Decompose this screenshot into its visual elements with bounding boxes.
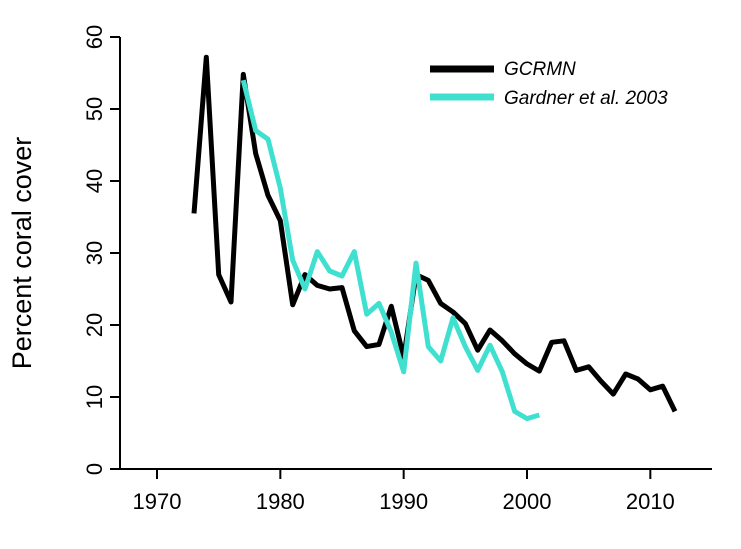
x-tick-label: 2010 (626, 489, 675, 514)
y-tick-label: 30 (82, 241, 107, 265)
legend: GCRMN Gardner et al. 2003 (430, 59, 668, 109)
x-tick-label: 2000 (503, 489, 552, 514)
y-tick-label: 60 (82, 25, 107, 49)
y-axis-title: Percent coral cover (7, 137, 37, 370)
x-axis-ticks: 1970 1980 1990 2000 2010 (133, 469, 675, 514)
x-tick-label: 1980 (256, 489, 305, 514)
y-tick-label: 50 (82, 97, 107, 121)
x-tick-label: 1990 (379, 489, 428, 514)
y-tick-label: 0 (82, 463, 107, 475)
y-axis-ticks: 0 10 20 30 40 50 60 (82, 25, 120, 475)
y-tick-label: 20 (82, 313, 107, 337)
y-tick-label: 40 (82, 169, 107, 193)
series-line-gardner (240, 79, 541, 422)
series-layer (191, 54, 678, 422)
y-tick-label: 10 (82, 385, 107, 409)
legend-label-gcrmn: GCRMN (504, 59, 576, 80)
series-line-gcrmn (191, 54, 678, 413)
x-tick-label: 1970 (133, 489, 182, 514)
legend-label-gardner: Gardner et al. 2003 (504, 88, 668, 109)
